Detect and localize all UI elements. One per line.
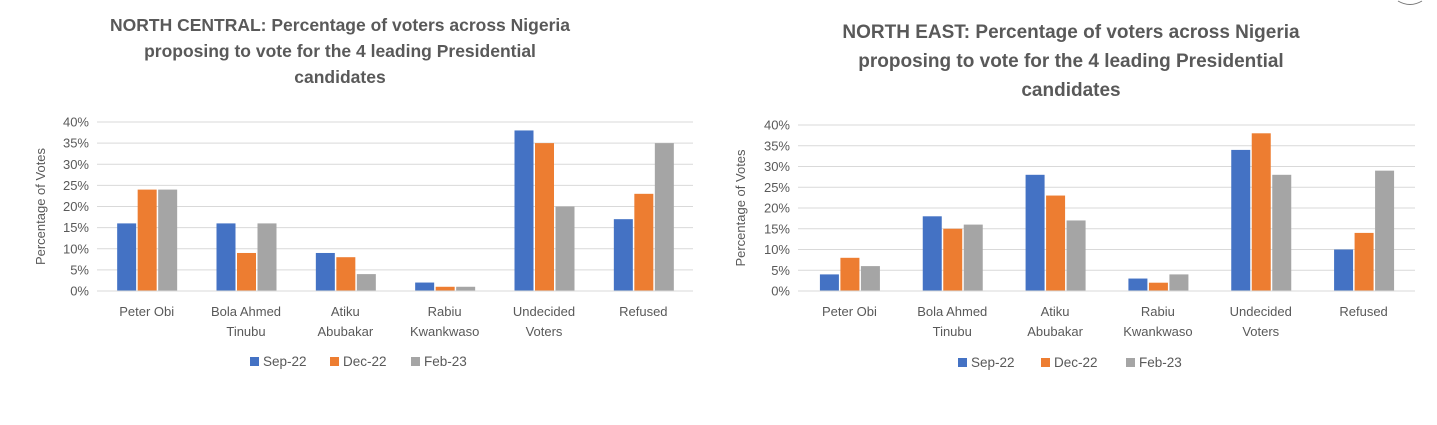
legend-label: Dec-22 [343, 354, 387, 369]
bar-dec-22 [1046, 195, 1066, 291]
x-tick-label: Peter Obi [119, 304, 174, 319]
bar-feb-23 [456, 286, 476, 291]
x-tick-label: Undecided Voters [1230, 304, 1292, 339]
x-tick-label: Bola Ahmed Tinubu [917, 304, 987, 339]
legend-swatch [411, 357, 420, 366]
x-tick-label: Peter Obi [822, 304, 877, 319]
bar-feb-23 [963, 224, 983, 291]
bar-sep-22 [1231, 149, 1251, 291]
legend-label: Sep-22 [971, 355, 1015, 370]
bar-feb-23 [654, 143, 674, 291]
bar-feb-23 [257, 223, 277, 291]
bar-dec-22 [535, 143, 554, 291]
legend-swatch [958, 358, 967, 367]
chart-title: NORTH EAST: Percentage of voters across … [842, 22, 1300, 101]
legend-label: Sep-22 [263, 354, 307, 369]
y-axis-title: Percentage of Votes [33, 147, 48, 265]
y-tick-label: 35% [63, 136, 89, 151]
bar-dec-22 [435, 286, 455, 291]
bar-dec-22 [1148, 282, 1168, 291]
y-tick-label: 15% [764, 221, 790, 236]
y-tick-label: 20% [63, 199, 89, 214]
y-tick-label: 10% [63, 241, 89, 256]
bar-feb-23 [158, 189, 178, 291]
bar-feb-23 [1375, 170, 1395, 291]
y-tick-label: 25% [764, 180, 790, 195]
y-tick-label: 15% [63, 220, 89, 235]
legend-label: Dec-22 [1054, 355, 1098, 370]
bar-feb-23 [356, 274, 376, 291]
bar-sep-22 [514, 130, 534, 291]
y-tick-label: 40% [63, 115, 89, 130]
chart-title: NORTH CENTRAL: Percentage of voters acro… [110, 15, 570, 87]
bar-feb-23 [1066, 220, 1086, 291]
bar-sep-22 [1128, 278, 1148, 291]
y-tick-label: 5% [771, 263, 790, 278]
x-tick-label: Refused [1339, 304, 1387, 319]
bar-feb-23 [555, 206, 575, 291]
legend-label: Feb-23 [424, 354, 467, 369]
y-tick-label: 35% [764, 138, 790, 153]
north-central-chart: NORTH CENTRAL: Percentage of voters acro… [0, 0, 718, 425]
bar-feb-23 [860, 266, 880, 291]
bar-dec-22 [137, 189, 157, 291]
bar-sep-22 [216, 223, 236, 291]
legend-swatch [250, 357, 259, 366]
bar-sep-22 [315, 252, 335, 291]
decorative-mark [1397, 0, 1423, 5]
bar-sep-22 [1025, 174, 1045, 291]
bar-sep-22 [117, 223, 137, 291]
legend-swatch [1041, 358, 1050, 367]
bar-sep-22 [1334, 249, 1354, 291]
bar-feb-23 [1169, 274, 1189, 291]
y-tick-label: 30% [63, 157, 89, 172]
x-tick-label: Bola Ahmed Tinubu [211, 304, 281, 339]
bar-sep-22 [613, 219, 633, 291]
bar-sep-22 [922, 216, 942, 291]
legend-swatch [330, 357, 339, 366]
north-east-plot: 0% 5% 10% 15% 20% 25% 30% 35% 40% Percentage of V… [733, 118, 1415, 370]
bar-dec-22 [943, 228, 963, 291]
x-tick-label: Rabiu Kwankwaso [1123, 304, 1192, 339]
bar-dec-22 [1354, 232, 1374, 291]
bar-dec-22 [634, 193, 654, 291]
y-tick-label: 40% [764, 118, 790, 133]
bar-dec-22 [336, 257, 356, 291]
y-axis-title: Percentage of Votes [733, 149, 748, 267]
y-tick-label: 20% [764, 201, 790, 216]
bar-dec-22 [237, 252, 256, 291]
bar-sep-22 [819, 274, 839, 291]
y-tick-label: 30% [764, 159, 790, 174]
y-tick-label: 25% [63, 178, 89, 193]
y-tick-label: 0% [771, 284, 790, 299]
north-east-chart: NORTH EAST: Percentage of voters across … [718, 0, 1437, 425]
bar-sep-22 [415, 282, 435, 291]
y-tick-label: 5% [70, 262, 89, 277]
x-tick-label: Refused [619, 304, 667, 319]
x-tick-label: Rabiu Kwankwaso [410, 304, 479, 339]
bar-dec-22 [840, 257, 860, 291]
x-tick-label: Atiku Abubakar [318, 304, 374, 339]
x-tick-label: Undecided Voters [513, 304, 575, 339]
x-tick-label: Atiku Abubakar [1027, 304, 1083, 339]
north-central-plot: 0% 5% 10% 15% 20% 25% 30% 35% 40% Percentage of V… [33, 115, 693, 369]
bar-feb-23 [1272, 174, 1292, 291]
y-tick-label: 10% [764, 242, 790, 257]
bar-dec-22 [1251, 133, 1271, 291]
y-tick-label: 0% [70, 284, 89, 299]
legend-swatch [1126, 358, 1135, 367]
legend-label: Feb-23 [1139, 355, 1182, 370]
